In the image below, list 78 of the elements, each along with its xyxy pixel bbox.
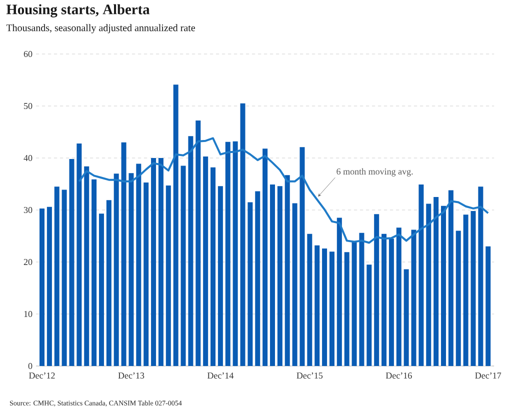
- bar: [128, 173, 134, 366]
- bar: [478, 186, 484, 366]
- y-tick-label: 50: [24, 102, 32, 110]
- bar: [344, 252, 350, 366]
- bar: [486, 246, 491, 366]
- bar: [322, 248, 328, 366]
- bar: [173, 84, 178, 366]
- y-tick-label: 10: [24, 310, 32, 318]
- bar: [255, 191, 260, 366]
- x-tick-label: Dec’13: [118, 372, 144, 379]
- bar: [106, 200, 112, 366]
- chart-title: Housing starts, Alberta: [6, 4, 150, 18]
- x-tick-label: Dec’17: [475, 372, 502, 379]
- bar: [98, 214, 104, 366]
- bar: [388, 238, 394, 366]
- bar: [62, 190, 67, 366]
- bar: [248, 202, 253, 366]
- bar: [307, 234, 312, 366]
- bar: [46, 206, 52, 366]
- bar: [329, 252, 334, 366]
- bar: [434, 197, 439, 366]
- bar: [218, 186, 223, 366]
- bar: [136, 164, 142, 366]
- bar: [366, 264, 372, 366]
- line-series: [78, 137, 490, 244]
- chart-subtitle: Thousands, seasonally adjusted annualized rate: [6, 24, 195, 34]
- bar: [92, 179, 97, 366]
- y-tick-label: 20: [24, 258, 32, 266]
- bar: [114, 174, 119, 366]
- y-tick-label: 0: [28, 362, 32, 370]
- text: 6 month moving avg.: [336, 168, 413, 176]
- bar: [426, 204, 432, 366]
- bar: [121, 142, 126, 366]
- x-tick-label: Dec’16: [386, 372, 412, 379]
- bar: [448, 190, 454, 366]
- bar: [76, 143, 82, 366]
- y-tick-label: 40: [24, 154, 32, 162]
- bar: [470, 211, 476, 366]
- bar: [240, 103, 246, 366]
- bar: [418, 184, 424, 366]
- bar: [284, 175, 290, 366]
- y-tick-label: 60: [24, 50, 32, 58]
- bar: [84, 166, 90, 366]
- bar: [144, 182, 149, 366]
- bar: [203, 156, 208, 366]
- y-tick-label: 30: [24, 206, 32, 214]
- bar: [396, 228, 402, 366]
- bar: [54, 186, 60, 366]
- bar: [188, 136, 194, 366]
- bar: [411, 230, 416, 366]
- bar: [463, 214, 468, 366]
- bar: [180, 166, 186, 366]
- x-tick-label: Dec’14: [207, 372, 234, 379]
- bar: [314, 245, 320, 366]
- bar: [352, 242, 357, 366]
- bar: [210, 167, 216, 366]
- x-tick-label: Dec’15: [296, 372, 323, 379]
- bar: [382, 234, 387, 366]
- bar: [336, 218, 342, 366]
- bar: [270, 184, 275, 366]
- bar: [196, 120, 201, 366]
- bar: [292, 203, 298, 366]
- bar: [456, 230, 461, 366]
- bar: [40, 208, 45, 366]
- bar: [151, 158, 156, 366]
- bar: [359, 232, 364, 366]
- bar: [277, 186, 282, 366]
- bar: [158, 158, 164, 366]
- bar: [300, 147, 305, 366]
- bar: [225, 142, 230, 366]
- bar: [166, 186, 171, 366]
- bar: [69, 159, 74, 366]
- bar: [404, 269, 409, 366]
- x-tick-label: Dec’12: [29, 372, 55, 379]
- bar: [374, 214, 380, 366]
- bar: [262, 148, 268, 366]
- bar: [232, 141, 238, 366]
- bar: [441, 206, 446, 366]
